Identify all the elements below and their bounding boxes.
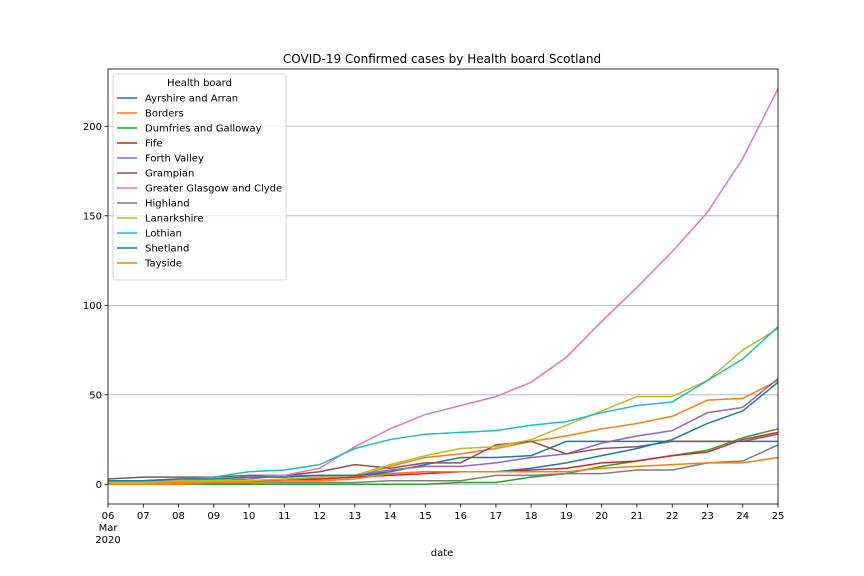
legend-entry: Lothian xyxy=(145,229,182,240)
x-tick-label: 14 xyxy=(384,511,397,522)
series-lines xyxy=(107,88,779,486)
y-tick-label: 0 xyxy=(96,480,102,491)
x-tick-label: 11 xyxy=(278,511,291,522)
x-tick-sublabel: Mar xyxy=(99,523,119,534)
y-axis: 0 50 100 150 200 xyxy=(83,122,108,491)
legend-entry: Grampian xyxy=(145,169,194,180)
x-tick-label: 07 xyxy=(137,511,150,522)
x-tick-label: 22 xyxy=(666,511,679,522)
x-tick-label: 18 xyxy=(525,511,538,522)
legend-box xyxy=(112,73,287,281)
x-tick-label: 23 xyxy=(701,511,714,522)
y-tick-label: 50 xyxy=(89,390,102,401)
legend-entry: Forth Valley xyxy=(145,154,204,165)
x-tick-label: 16 xyxy=(454,511,467,522)
legend-entry: Fife xyxy=(145,139,162,150)
series-line-1 xyxy=(108,379,779,484)
x-tick-label: 08 xyxy=(172,511,185,522)
chart-title: COVID-19 Confirmed cases by Health board… xyxy=(283,52,601,66)
series-line-0 xyxy=(108,440,778,484)
x-tick-label: 15 xyxy=(419,511,432,522)
series-line-11 xyxy=(108,456,779,486)
legend-entry: Ayrshire and Arran xyxy=(145,94,238,105)
x-tick-label: 17 xyxy=(490,511,503,522)
series-line-9 xyxy=(108,326,779,482)
y-tick-label: 100 xyxy=(83,301,102,312)
series-line-3 xyxy=(108,431,779,482)
x-tick-label: 20 xyxy=(595,511,608,522)
legend-entry: Greater Glasgow and Clyde xyxy=(145,184,282,195)
plot-frame xyxy=(107,68,779,505)
y-tick-label: 150 xyxy=(83,211,102,222)
legend-entry: Shetland xyxy=(145,244,189,255)
legend-title: Health board xyxy=(167,78,232,89)
x-tick-label: 09 xyxy=(207,511,220,522)
legend-entry: Borders xyxy=(145,109,184,120)
x-tick-label: 24 xyxy=(736,511,749,522)
legend-entry: Highland xyxy=(145,199,190,210)
series-line-8 xyxy=(108,327,779,484)
x-tick-label: 19 xyxy=(560,511,573,522)
x-tick-label: 13 xyxy=(348,511,361,522)
legend-entry: Lanarkshire xyxy=(145,214,203,225)
y-tick-label: 200 xyxy=(83,122,102,133)
x-tick-label: 12 xyxy=(313,511,326,522)
x-tick-sublabel: 2020 xyxy=(95,535,120,546)
legend-entry: Dumfries and Galloway xyxy=(145,124,262,135)
legend: Health board Ayrshire and Arran Borders Dum… xyxy=(112,73,287,281)
x-tick-label: 25 xyxy=(772,511,785,522)
legend-entry: Tayside xyxy=(144,259,182,270)
x-tick-label: 10 xyxy=(243,511,256,522)
x-tick-label: 21 xyxy=(631,511,644,522)
x-axis-label: date xyxy=(431,548,454,559)
x-tick-label: 06 xyxy=(102,511,115,522)
